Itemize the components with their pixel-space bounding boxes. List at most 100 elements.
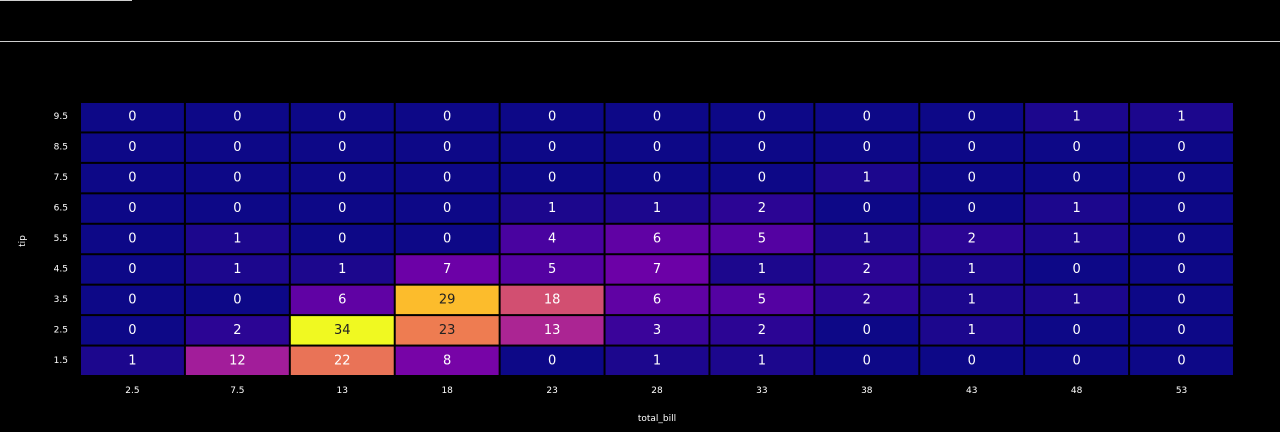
heatmap-cell-value: 5	[548, 262, 556, 277]
heatmap-cell-value: 2	[863, 262, 871, 277]
heatmap-cell-value: 0	[1072, 262, 1080, 277]
heatmap-cell	[290, 163, 394, 193]
heatmap-cell	[185, 224, 289, 254]
heatmap-cell	[395, 346, 499, 375]
heatmap-cell	[710, 346, 814, 375]
heatmap-cell	[81, 346, 184, 375]
heatmap-cell-value: 0	[128, 201, 136, 216]
heatmap-cell	[1130, 103, 1233, 132]
heatmap-cell-value: 0	[338, 140, 346, 155]
heatmap-cell	[710, 103, 814, 132]
heatmap-cell	[1025, 163, 1129, 193]
heatmap-cell-value: 1	[758, 262, 766, 277]
heatmap-cell-value: 2	[758, 201, 766, 216]
heatmap-cell	[500, 255, 604, 284]
heatmap-cell-value: 0	[1177, 292, 1185, 307]
heatmap-cell-value: 1	[1072, 292, 1080, 307]
heatmap-cell	[1130, 163, 1233, 193]
heatmap-cell	[605, 285, 709, 315]
heatmap-cell	[1130, 194, 1233, 223]
heatmap-cell-value: 1	[1072, 110, 1080, 125]
heatmap-cell	[710, 163, 814, 193]
heatmap-cell-value: 0	[443, 171, 451, 186]
heatmap-cell	[1130, 255, 1233, 284]
heatmap-cell	[710, 255, 814, 284]
heatmap-cell	[815, 285, 919, 315]
x-tick-label: 7.5	[230, 386, 244, 396]
heatmap-cell	[185, 316, 289, 345]
heatmap-cell-value: 5	[758, 232, 766, 247]
heatmap-cell	[500, 133, 604, 162]
heatmap-cell	[920, 255, 1024, 284]
heatmap-cell	[290, 194, 394, 223]
heatmap-cell-value: 3	[653, 323, 661, 338]
heatmap-cell-value: 6	[338, 292, 346, 307]
heatmap-cell	[1130, 133, 1233, 162]
heatmap-cell-value: 18	[544, 292, 561, 307]
heatmap-cell	[81, 194, 184, 223]
heatmap-cell	[500, 163, 604, 193]
heatmap-cell-value: 0	[968, 201, 976, 216]
heatmap-cell-value: 13	[544, 323, 561, 338]
x-tick-label: 53	[1176, 386, 1187, 396]
heatmap-cell	[920, 163, 1024, 193]
heatmap-cell	[185, 255, 289, 284]
heatmap-cell-value: 1	[338, 262, 346, 277]
heatmap-cell	[920, 316, 1024, 345]
x-tick-label: 48	[1071, 386, 1083, 396]
y-axis-title: tip	[18, 235, 28, 247]
heatmap-cell	[1025, 103, 1129, 132]
heatmap-cell	[500, 224, 604, 254]
heatmap-cell	[81, 133, 184, 162]
heatmap-cell-value: 0	[968, 110, 976, 125]
heatmap-cell-value: 1	[863, 171, 871, 186]
heatmap-cell	[81, 224, 184, 254]
heatmap-cell-value: 0	[758, 140, 766, 155]
heatmap-cell-value: 0	[233, 171, 241, 186]
heatmap-cell-value: 0	[863, 201, 871, 216]
heatmap-cell-value: 0	[968, 353, 976, 368]
heatmap-cell	[605, 133, 709, 162]
heatmap-cell-value: 0	[443, 232, 451, 247]
heatmap-cell-value: 0	[338, 232, 346, 247]
heatmap-cell	[395, 103, 499, 132]
y-tick-label: 5.5	[54, 234, 68, 244]
heatmap-cell	[710, 133, 814, 162]
heatmap-cell	[920, 285, 1024, 315]
heatmap-cell	[81, 103, 184, 132]
heatmap-cell-value: 1	[863, 232, 871, 247]
heatmap-cell-value: 0	[338, 201, 346, 216]
heatmap-cell-value: 0	[863, 110, 871, 125]
heatmap-cell-value: 0	[653, 171, 661, 186]
heatmap-cell-value: 0	[338, 110, 346, 125]
heatmap-cell	[920, 133, 1024, 162]
heatmap-cell	[815, 163, 919, 193]
y-axis-ticks: 9.5 8.5 7.5 6.5 5.5 4.5 3.5 2.5 1.5	[54, 112, 68, 366]
heatmap-cell-value: 0	[1072, 353, 1080, 368]
heatmap-cell	[395, 133, 499, 162]
heatmap-cell-value: 0	[1177, 262, 1185, 277]
heatmap-cell	[290, 133, 394, 162]
heatmap-cell	[395, 224, 499, 254]
heatmap-cell-value: 0	[338, 171, 346, 186]
top-tab-underline	[0, 0, 132, 1]
heatmap-cell	[710, 194, 814, 223]
y-tick-label: 6.5	[54, 204, 68, 214]
heatmap-cell	[395, 194, 499, 223]
heatmap-cell-value: 0	[233, 110, 241, 125]
heatmap-cell-value: 2	[863, 292, 871, 307]
heatmap-cell	[815, 133, 919, 162]
heatmap-cell-value: 0	[443, 140, 451, 155]
heatmap-cell-value: 2	[968, 232, 976, 247]
x-tick-label: 18	[441, 386, 453, 396]
heatmap-cell-value: 34	[334, 323, 351, 338]
heatmap-cell	[290, 285, 394, 315]
y-tick-label: 4.5	[54, 264, 68, 274]
heatmap-cell-value: 0	[1072, 323, 1080, 338]
heatmap-cell	[1025, 346, 1129, 375]
heatmap-cell	[500, 194, 604, 223]
heatmap-cell-value: 0	[128, 171, 136, 186]
heatmap-cell-value: 0	[1177, 232, 1185, 247]
heatmap-cell	[185, 163, 289, 193]
heatmap-cell	[395, 316, 499, 345]
